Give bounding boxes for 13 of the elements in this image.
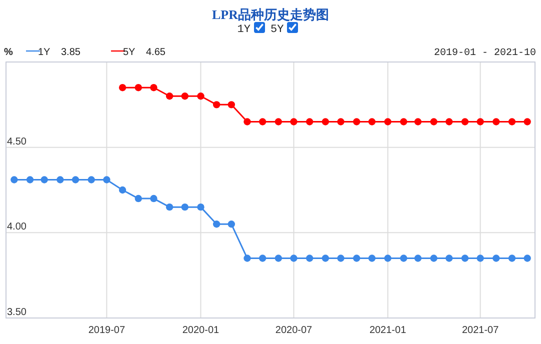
y-axis-title: %	[4, 47, 13, 58]
y-tick-label: 3.50	[7, 307, 27, 318]
x-tick-label: 2021-07	[462, 325, 500, 336]
text: 2019-01 - 2021-10	[434, 48, 536, 59]
x-tick-label: 2020-07	[275, 325, 313, 336]
legend-label: 5Y	[123, 47, 136, 58]
y-tick-label: 4.00	[7, 222, 27, 233]
legend-label: 1Y	[38, 47, 51, 58]
y-tick-label: 4.50	[7, 136, 27, 148]
x-tick-label: 2019-07	[88, 325, 126, 336]
x-tick-label: 2020-01	[182, 325, 220, 336]
chart-title: LPR品种历史走势图	[211, 6, 330, 24]
x-tick-label: 2021-01	[369, 325, 407, 336]
